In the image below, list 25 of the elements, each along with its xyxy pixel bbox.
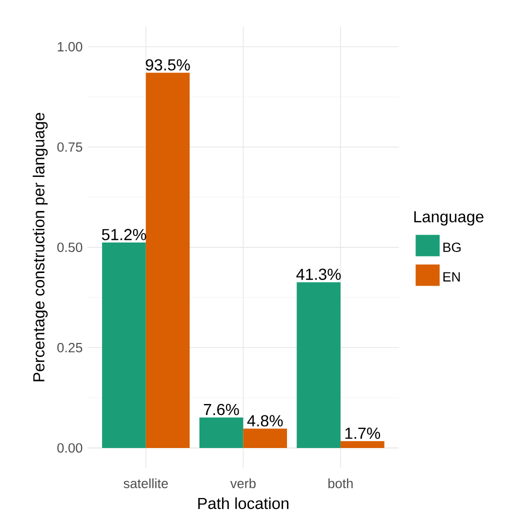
data-label: 1.7% [345, 428, 380, 439]
bar [296, 282, 341, 448]
bar [199, 417, 244, 448]
data-label: 93.5% [146, 59, 190, 71]
y-tick-label: 0.75 [57, 142, 82, 152]
x-axis-title: Path location [198, 497, 288, 510]
bar [340, 441, 384, 448]
y-tick-label: 1.00 [58, 42, 82, 52]
data-label: 7.6% [204, 404, 239, 416]
legend-title: Language [414, 211, 484, 226]
data-label: 41.3% [296, 268, 341, 280]
legend-label: BG [443, 242, 461, 252]
x-tick-label: satellite [124, 478, 168, 488]
bar [243, 428, 288, 448]
bar [146, 72, 190, 448]
y-tick-label: 0.50 [57, 242, 82, 252]
data-label: 51.2% [102, 228, 146, 240]
x-tick-label: verb [230, 478, 256, 488]
x-tick-label: both [328, 478, 353, 488]
y-tick-label: 0.25 [57, 342, 82, 352]
y-tick-label: 0.00 [57, 443, 82, 453]
legend-label: EN [443, 272, 460, 282]
bar [102, 242, 146, 448]
data-label: 4.8% [247, 415, 283, 426]
y-axis-title: Percentage construction per language [32, 112, 48, 382]
